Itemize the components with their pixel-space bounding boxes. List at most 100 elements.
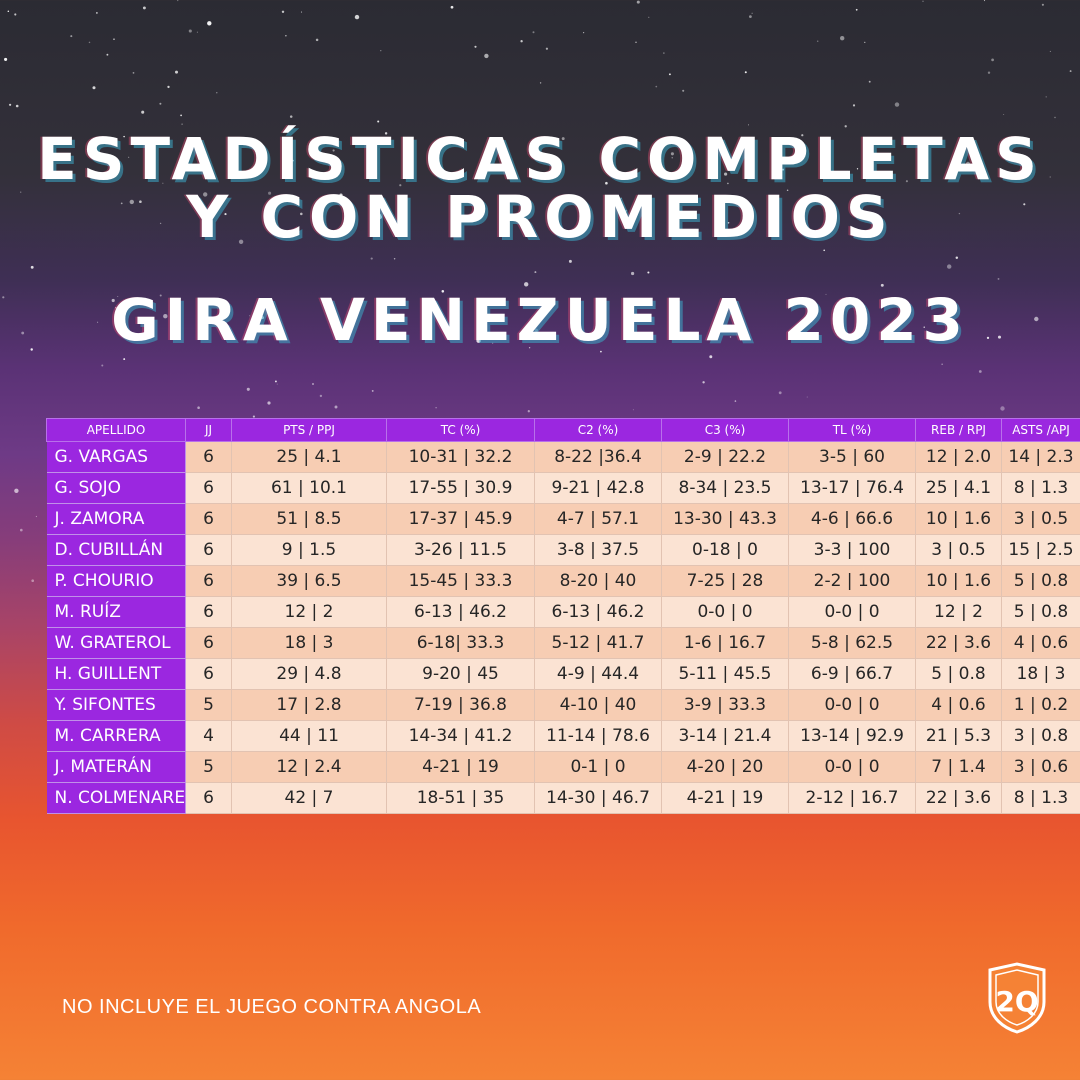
stat-cell: 21 | 5.3	[915, 720, 1002, 752]
stat-cell: 6-13 | 46.2	[386, 596, 535, 628]
stat-cell: 0-0 | 0	[661, 596, 789, 628]
player-name-cell: G. SOJO	[46, 472, 186, 504]
stat-cell: 18 | 3	[231, 627, 387, 659]
stat-cell: 14-30 | 46.7	[534, 782, 662, 814]
stat-cell: 8-20 | 40	[534, 565, 662, 597]
stat-cell: 6-18| 33.3	[386, 627, 535, 659]
stat-cell: 7-19 | 36.8	[386, 689, 535, 721]
stat-cell: 17 | 2.8	[231, 689, 387, 721]
player-name-cell: D. CUBILLÁN	[46, 534, 186, 566]
table-row: J. ZAMORA 6 51 | 8.5 17-37 | 45.9 4-7 | 57.1…	[46, 503, 1080, 535]
stat-cell: 5-11 | 45.5	[661, 658, 789, 690]
stat-cell: 0-1 | 0	[534, 751, 662, 783]
player-name-cell: P. CHOURIO	[46, 565, 186, 597]
stat-cell: 2-2 | 100	[788, 565, 916, 597]
stat-cell: 51 | 8.5	[231, 503, 387, 535]
stat-cell: 12 | 2	[915, 596, 1002, 628]
stat-cell: 3 | 0.8	[1001, 720, 1080, 752]
stat-cell: 4-9 | 44.4	[534, 658, 662, 690]
stat-cell: 29 | 4.8	[231, 658, 387, 690]
stat-cell: 39 | 6.5	[231, 565, 387, 597]
stat-cell: 5 | 0.8	[1001, 565, 1080, 597]
stat-cell: 13-17 | 76.4	[788, 472, 916, 504]
stat-cell: 5	[185, 751, 232, 783]
stat-cell: 1 | 0.2	[1001, 689, 1080, 721]
stat-cell: 61 | 10.1	[231, 472, 387, 504]
stat-cell: 3 | 0.6	[1001, 751, 1080, 783]
stat-cell: 3-3 | 100	[788, 534, 916, 566]
stat-cell: 2-9 | 22.2	[661, 441, 789, 473]
stat-cell: 4-7 | 57.1	[534, 503, 662, 535]
table-row: M. RUÍZ 6 12 | 2 6-13 | 46.2 6-13 | 46.2 0-0 …	[46, 596, 1080, 628]
table-row: G. SOJO 6 61 | 10.1 17-55 | 30.9 9-21 | 42.8…	[46, 472, 1080, 504]
stat-cell: 3 | 0.5	[915, 534, 1002, 566]
stat-cell: 10 | 1.6	[915, 565, 1002, 597]
player-name-cell: J. ZAMORA	[46, 503, 186, 535]
stat-cell: 0-0 | 0	[788, 751, 916, 783]
column-header: APELLIDO	[46, 418, 186, 442]
stat-cell: 12 | 2	[231, 596, 387, 628]
stat-cell: 25 | 4.1	[231, 441, 387, 473]
stat-cell: 5-12 | 41.7	[534, 627, 662, 659]
stat-cell: 11-14 | 78.6	[534, 720, 662, 752]
column-header: C3 (%)	[661, 418, 789, 442]
stat-cell: 3-26 | 11.5	[386, 534, 535, 566]
column-header: JJ	[185, 418, 232, 442]
stat-cell: 8-34 | 23.5	[661, 472, 789, 504]
stat-cell: 1-6 | 16.7	[661, 627, 789, 659]
stat-cell: 3-9 | 33.3	[661, 689, 789, 721]
stat-cell: 17-37 | 45.9	[386, 503, 535, 535]
stat-cell: 6	[185, 503, 232, 535]
stat-cell: 9-21 | 42.8	[534, 472, 662, 504]
stat-cell: 17-55 | 30.9	[386, 472, 535, 504]
stat-cell: 25 | 4.1	[915, 472, 1002, 504]
stat-cell: 13-14 | 92.9	[788, 720, 916, 752]
stat-cell: 12 | 2.0	[915, 441, 1002, 473]
shield-logo-icon: 2Q	[988, 962, 1046, 1034]
stat-cell: 6	[185, 472, 232, 504]
table-body: G. VARGAS 6 25 | 4.1 10-31 | 32.2 8-22 |36.4…	[46, 441, 1080, 814]
stat-cell: 14 | 2.3	[1001, 441, 1080, 473]
stat-cell: 22 | 3.6	[915, 782, 1002, 814]
player-name-cell: Y. SIFONTES	[46, 689, 186, 721]
stat-cell: 10 | 1.6	[915, 503, 1002, 535]
stat-cell: 15-45 | 33.3	[386, 565, 535, 597]
table-row: N. COLMENARES 6 42 | 7 18-51 | 35 14-30 | 46…	[46, 782, 1080, 814]
stat-cell: 6-13 | 46.2	[534, 596, 662, 628]
stat-cell: 3-5 | 60	[788, 441, 916, 473]
player-name-cell: N. COLMENARES	[46, 782, 186, 814]
stat-cell: 22 | 3.6	[915, 627, 1002, 659]
table-row: M. CARRERA 4 44 | 11 14-34 | 41.2 11-14 | 78…	[46, 720, 1080, 752]
player-name-cell: G. VARGAS	[46, 441, 186, 473]
column-header: TC (%)	[386, 418, 535, 442]
stat-cell: 10-31 | 32.2	[386, 441, 535, 473]
stat-cell: 18-51 | 35	[386, 782, 535, 814]
stat-cell: 4-20 | 20	[661, 751, 789, 783]
player-name-cell: W. GRATEROL	[46, 627, 186, 659]
stat-cell: 7-25 | 28	[661, 565, 789, 597]
stat-cell: 4 | 0.6	[915, 689, 1002, 721]
player-name-cell: M. CARRERA	[46, 720, 186, 752]
stat-cell: 2-12 | 16.7	[788, 782, 916, 814]
stat-cell: 0-18 | 0	[661, 534, 789, 566]
stat-cell: 4-6 | 66.6	[788, 503, 916, 535]
table-row: G. VARGAS 6 25 | 4.1 10-31 | 32.2 8-22 |36.4…	[46, 441, 1080, 473]
column-header: REB / RPJ	[915, 418, 1002, 442]
stat-cell: 12 | 2.4	[231, 751, 387, 783]
stat-cell: 5	[185, 689, 232, 721]
logo-text: 2Q	[995, 985, 1038, 1018]
player-name-cell: H. GUILLENT	[46, 658, 186, 690]
stat-cell: 3 | 0.5	[1001, 503, 1080, 535]
title-line-2: Y CON PROMEDIOS	[186, 183, 894, 251]
stat-cell: 3-14 | 21.4	[661, 720, 789, 752]
stat-cell: 6	[185, 441, 232, 473]
table-row: J. MATERÁN 5 12 | 2.4 4-21 | 19 0-1 | 0 4-20 …	[46, 751, 1080, 783]
stat-cell: 8-22 |36.4	[534, 441, 662, 473]
player-name-cell: J. MATERÁN	[46, 751, 186, 783]
stat-cell: 6	[185, 658, 232, 690]
column-header: PTS / PPJ	[231, 418, 387, 442]
table-row: H. GUILLENT 6 29 | 4.8 9-20 | 45 4-9 | 44.4 5…	[46, 658, 1080, 690]
stat-cell: 18 | 3	[1001, 658, 1080, 690]
stat-cell: 4-10 | 40	[534, 689, 662, 721]
stat-cell: 7 | 1.4	[915, 751, 1002, 783]
